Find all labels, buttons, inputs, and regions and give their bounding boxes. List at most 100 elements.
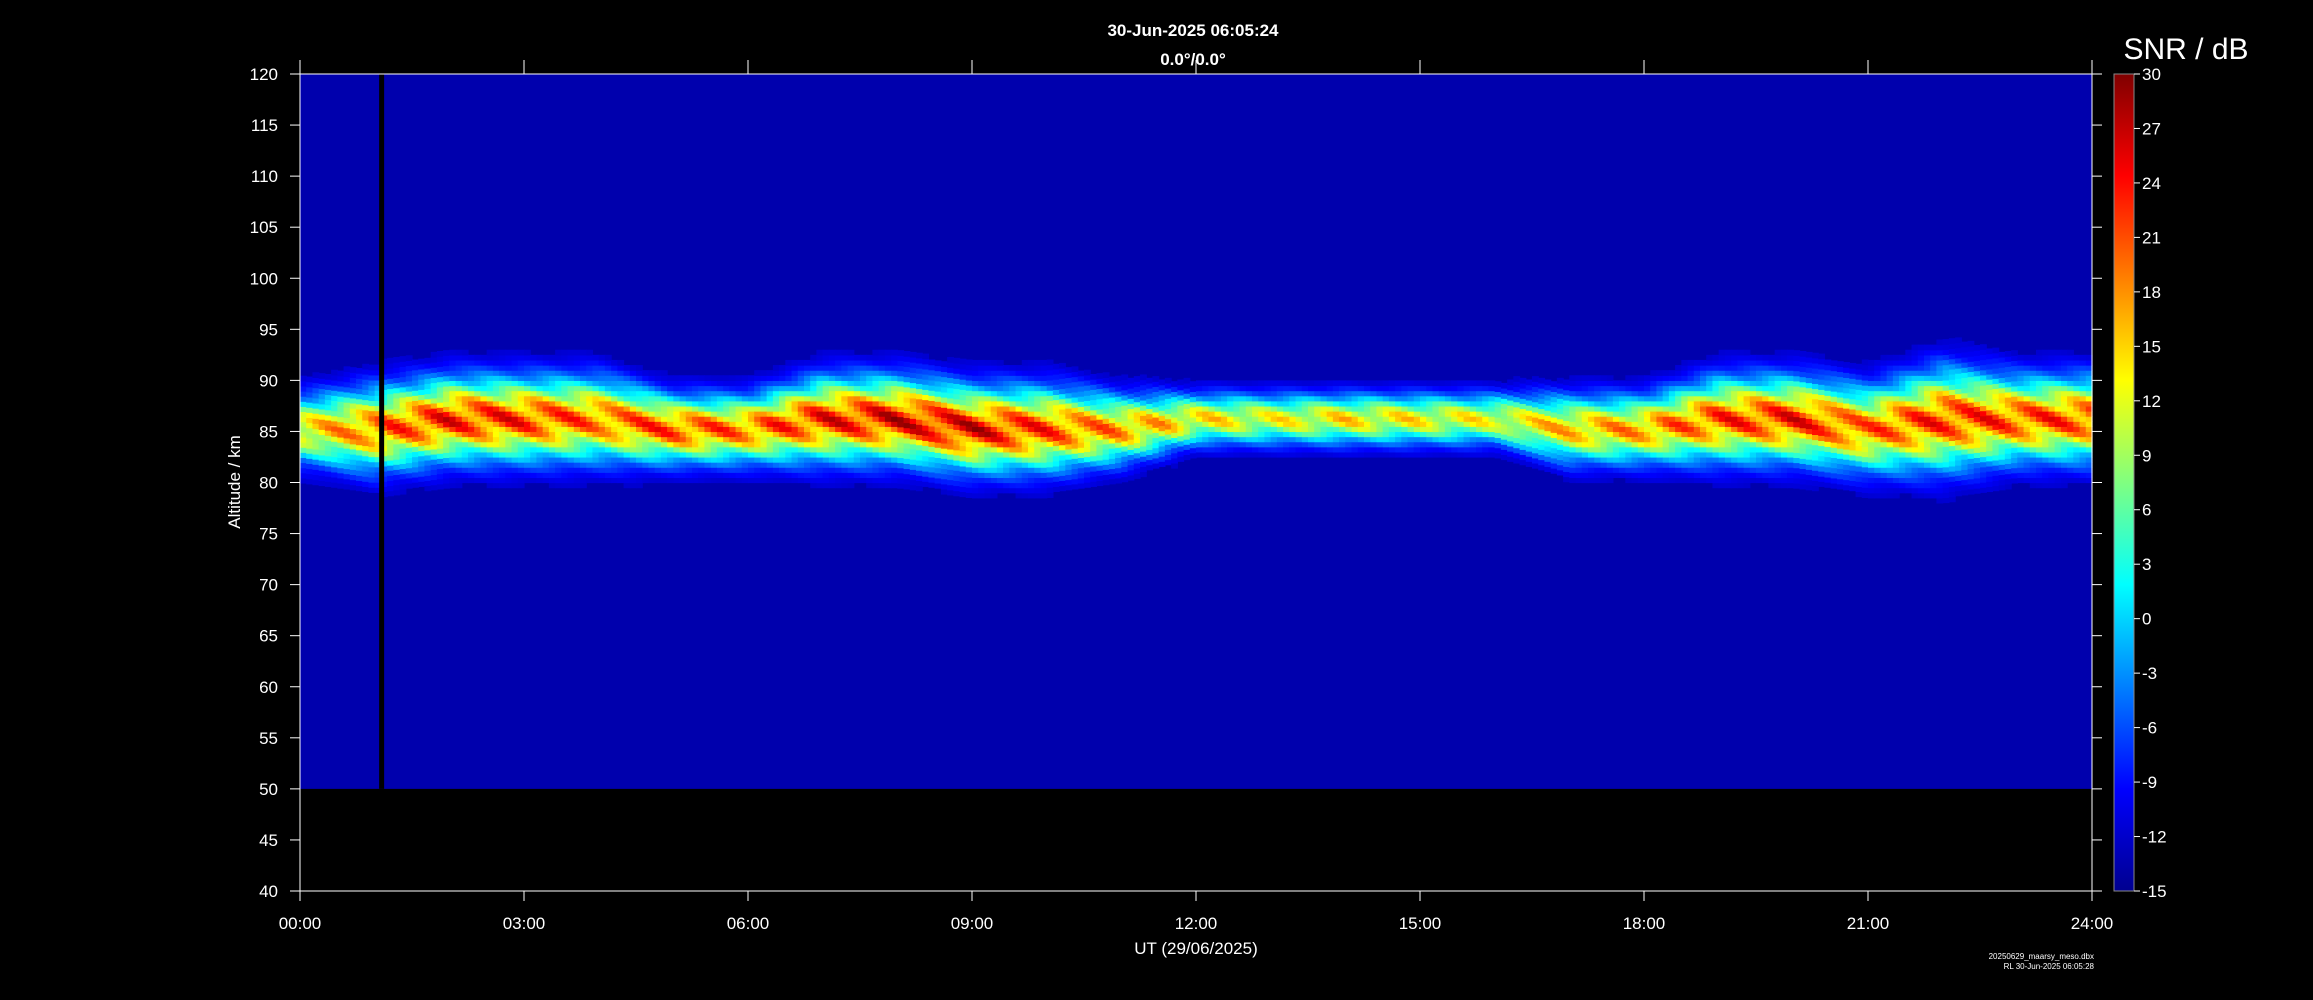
heatmap-cell (318, 480, 326, 487)
heatmap-cell (629, 390, 637, 397)
heatmap-cell (1382, 451, 1390, 458)
heatmap-cell (1662, 375, 1670, 381)
heatmap-cell (847, 472, 855, 478)
heatmap-cell (922, 353, 930, 360)
heatmap-cell (1544, 425, 1552, 432)
heatmap-cell (903, 473, 911, 480)
heatmap-cell (741, 416, 749, 422)
heatmap-cell (573, 370, 581, 376)
heatmap-cell (1525, 415, 1533, 421)
heatmap-cell (1239, 390, 1247, 397)
heatmap-cell (1662, 477, 1670, 484)
heatmap-cell (1084, 471, 1091, 478)
heatmap-cell (928, 482, 936, 488)
heatmap-cell (1569, 400, 1577, 407)
heatmap-cell (1177, 379, 1185, 386)
heatmap-cell (1276, 421, 1284, 427)
heatmap-cell (306, 407, 314, 413)
heatmap-cell (953, 368, 961, 374)
heatmap-cell (1507, 410, 1514, 416)
heatmap-cell (1388, 431, 1396, 438)
heatmap-cell (1189, 406, 1197, 413)
heatmap-cell (723, 446, 730, 453)
heatmap-cell (1121, 415, 1129, 421)
heatmap-cell (362, 414, 370, 421)
heatmap-cell (1202, 395, 1210, 402)
heatmap-cell (1631, 405, 1639, 412)
heatmap-cell (1413, 421, 1421, 427)
heatmap-cell (542, 370, 550, 376)
heatmap-cell (891, 411, 898, 417)
heatmap-cell (387, 424, 394, 430)
heatmap-cell (704, 467, 712, 473)
heatmap-cell (816, 467, 824, 473)
heatmap-cell (1612, 395, 1620, 402)
heatmap-cell (978, 400, 986, 407)
heatmap-cell (947, 418, 954, 424)
heatmap-cell (511, 431, 519, 438)
heatmap-cell (1438, 390, 1446, 397)
heatmap-cell (380, 414, 388, 421)
heatmap-cell (716, 421, 724, 427)
heatmap-cell (499, 405, 506, 412)
heatmap-cell (1227, 380, 1234, 387)
heatmap-cell (1189, 437, 1197, 444)
heatmap-cell (449, 405, 457, 412)
heatmap-cell (916, 454, 923, 461)
heatmap-cell (524, 472, 531, 478)
heatmap-cell (636, 395, 643, 402)
heatmap-cell (405, 360, 413, 367)
heatmap-cell (928, 446, 936, 453)
heatmap-cell (636, 380, 643, 387)
heatmap-cell (716, 395, 724, 402)
heatmap-cell (1183, 393, 1191, 399)
heatmap-cell (617, 375, 625, 381)
heatmap-cell (1127, 408, 1135, 415)
heatmap-cell (1544, 451, 1552, 457)
heatmap-cell (841, 370, 849, 376)
heatmap-cell (1444, 426, 1452, 433)
heatmap-cell (511, 390, 519, 397)
heatmap-cell (629, 436, 637, 443)
heatmap-cell (1606, 441, 1614, 448)
heatmap-cell (1507, 389, 1514, 396)
heatmap-cell (1395, 441, 1402, 448)
heatmap-cell (636, 431, 643, 438)
heatmap-cell (1301, 380, 1309, 387)
heatmap-cell (984, 405, 992, 412)
heatmap-cell (561, 405, 569, 412)
heatmap-cell (1028, 411, 1035, 417)
heatmap-cell (1326, 385, 1334, 392)
heatmap-cell (953, 393, 961, 400)
heatmap-cell (1345, 385, 1353, 392)
heatmap-cell (580, 421, 587, 427)
heatmap-cell (586, 446, 594, 453)
heatmap-cell (1332, 421, 1340, 427)
heatmap-cell (1009, 467, 1017, 473)
heatmap-cell (555, 441, 562, 448)
heatmap-cell (1538, 418, 1546, 425)
heatmap-cell (1625, 405, 1633, 412)
heatmap-cell (399, 483, 407, 490)
heatmap-cell (387, 470, 394, 476)
heatmap-cell (754, 446, 762, 453)
heatmap-cell (947, 448, 954, 455)
heatmap-cell (1631, 411, 1639, 417)
heatmap-cell (835, 365, 842, 371)
heatmap-cell (1351, 390, 1359, 397)
heatmap-cell (524, 349, 531, 356)
heatmap-cell (1332, 385, 1340, 392)
heatmap-cell (380, 486, 388, 493)
heatmap-cell (903, 478, 911, 485)
heatmap-cell (1040, 472, 1048, 478)
heatmap-cell (934, 416, 942, 423)
heatmap-cell (331, 436, 338, 442)
heatmap-cell (312, 413, 320, 419)
heatmap-cell (368, 379, 376, 386)
heatmap-cell (604, 462, 612, 468)
heatmap-cell (573, 421, 581, 427)
heatmap-cell (1463, 451, 1471, 458)
heatmap-cell (816, 456, 824, 463)
heatmap-cell (499, 421, 506, 427)
heatmap-cell (505, 395, 513, 402)
